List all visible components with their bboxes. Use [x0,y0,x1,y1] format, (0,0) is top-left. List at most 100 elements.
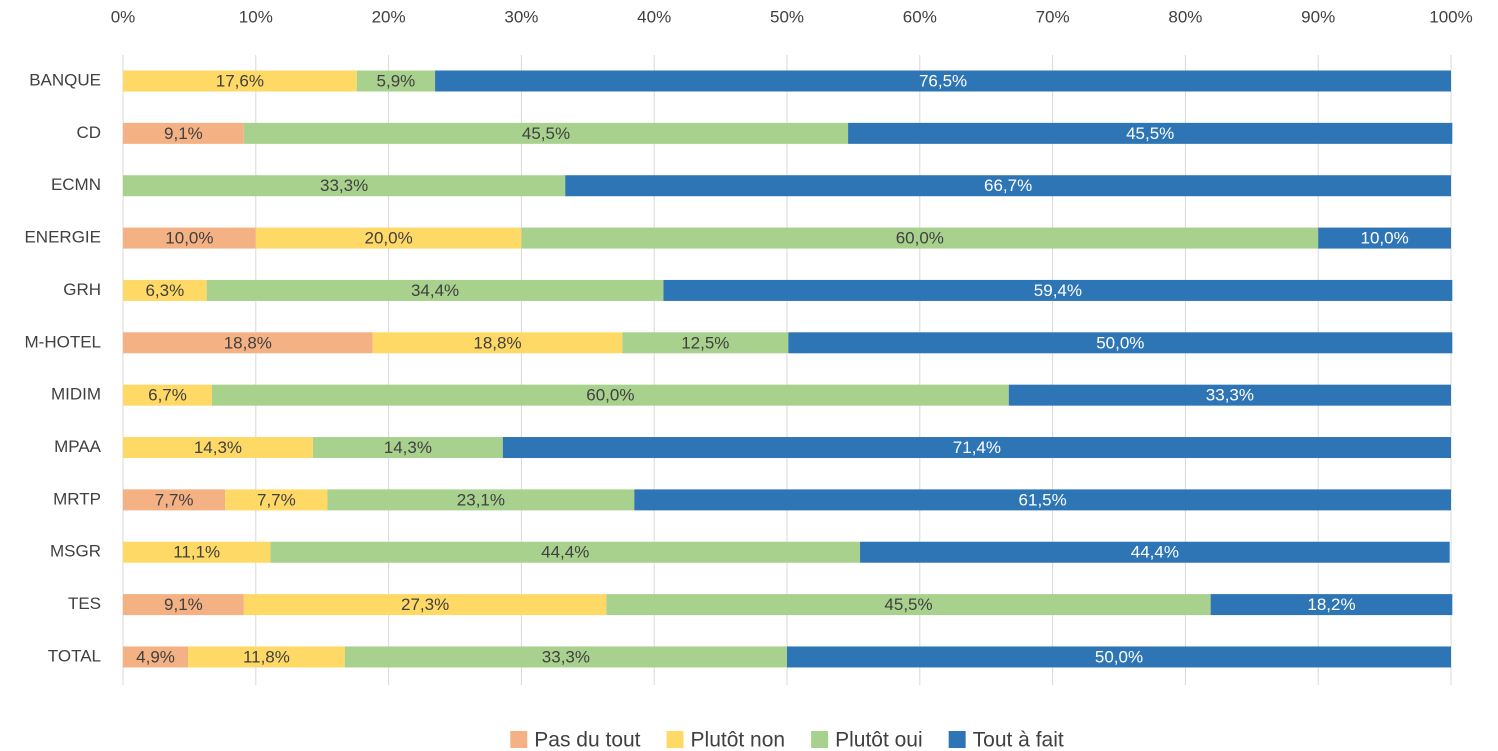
data-label: 18,8% [473,333,521,352]
data-label: 71,4% [953,438,1001,457]
bar-segment [243,594,607,616]
bar-segment [270,541,861,563]
bar-segment [206,279,664,301]
data-label: 27,3% [401,595,449,614]
data-label: 6,3% [145,281,184,300]
data-label: 11,8% [243,647,290,666]
data-label: 33,3% [320,176,368,195]
y-tick-label: M-HOTEL [25,332,102,351]
bar-segment [634,489,1451,511]
bar-segment [622,332,789,354]
legend-text: Tout à fait [973,729,1064,751]
data-label: 34,4% [411,281,459,300]
data-label: 66,7% [984,176,1032,195]
bar-segment [123,227,256,249]
legend-text: Plutôt oui [835,729,923,751]
x-tick-label: 20% [372,7,406,26]
bar-segment [123,541,271,563]
x-tick-label: 60% [903,7,937,26]
bar-segment [663,279,1453,301]
data-label: 14,3% [194,438,242,457]
y-tick-label: TES [68,594,101,613]
bar-segment [243,122,849,144]
bar-segment [435,70,1452,92]
data-label: 10,0% [1360,229,1408,248]
data-label: 60,0% [896,229,944,248]
bar-segment [565,175,1451,197]
bar-segment [123,384,212,406]
x-tick-label: 50% [770,7,804,26]
x-tick-label: 100% [1429,7,1472,26]
bar-segment [1008,384,1451,406]
bar-segment [787,646,1451,668]
y-tick-label: MPAA [54,437,102,456]
data-label: 45,5% [522,124,570,143]
bar-segment [123,122,244,144]
y-tick-label: GRH [63,280,101,299]
y-tick-label: MIDIM [51,385,101,404]
data-label: 33,3% [542,647,590,666]
bar-segment [521,227,1319,249]
x-tick-label: 70% [1036,7,1070,26]
data-label: 17,6% [216,71,264,90]
data-label: 50,0% [1095,647,1143,666]
y-tick-label: ECMN [51,175,101,194]
data-label: 33,3% [1206,386,1254,405]
bar-segment [344,646,787,668]
data-label: 45,5% [1126,124,1174,143]
bar-segment [123,594,244,616]
y-tick-label: MSGR [50,542,101,561]
bar-segment [255,227,522,249]
data-label: 60,0% [586,386,634,405]
data-label: 18,8% [224,333,272,352]
bar-segment [211,384,1009,406]
bar-segment [860,541,1450,563]
y-tick-label: ENERGIE [24,228,101,247]
data-label: 23,1% [457,490,505,509]
bar-segment [123,332,373,354]
legend-swatch [666,731,684,748]
bar-segment [327,489,635,511]
bar-segment [1318,227,1451,249]
data-label: 9,1% [164,595,203,614]
x-tick-label: 10% [239,7,273,26]
bar-segment [123,437,313,459]
bar-segment [502,437,1452,459]
data-label: 44,4% [1131,543,1179,562]
data-label: 18,2% [1307,595,1355,614]
legend-swatch [811,731,829,748]
legend-swatch [948,731,966,748]
bar-segment [1210,594,1453,616]
data-label: 14,3% [384,438,432,457]
legend-text: Pas du tout [534,729,640,751]
x-tick-label: 0% [111,7,136,26]
x-tick-label: 30% [504,7,538,26]
data-label: 44,4% [541,543,589,562]
data-label: 5,9% [377,71,416,90]
x-tick-label: 80% [1168,7,1202,26]
data-label: 20,0% [364,229,412,248]
bar-segment [848,122,1453,144]
legend-swatch [510,731,528,748]
bar-segment [788,332,1453,354]
bar-segment [372,332,623,354]
data-label: 50,0% [1096,333,1144,352]
data-label: 61,5% [1019,490,1067,509]
data-label: 76,5% [919,71,967,90]
y-tick-label: BANQUE [29,70,101,89]
data-label: 7,7% [257,490,296,509]
bar-segment [123,175,566,197]
bar-segment [188,646,345,668]
data-label: 12,5% [681,333,729,352]
bar-segment [312,437,503,459]
x-tick-label: 90% [1301,7,1335,26]
data-label: 7,7% [155,490,194,509]
bar-segment [123,489,226,511]
data-label: 4,9% [136,647,175,666]
bar-segment [123,279,207,301]
bar-segment [356,70,436,92]
x-tick-label: 40% [637,7,671,26]
bar-segment [225,489,328,511]
y-tick-label: MRTP [53,489,101,508]
